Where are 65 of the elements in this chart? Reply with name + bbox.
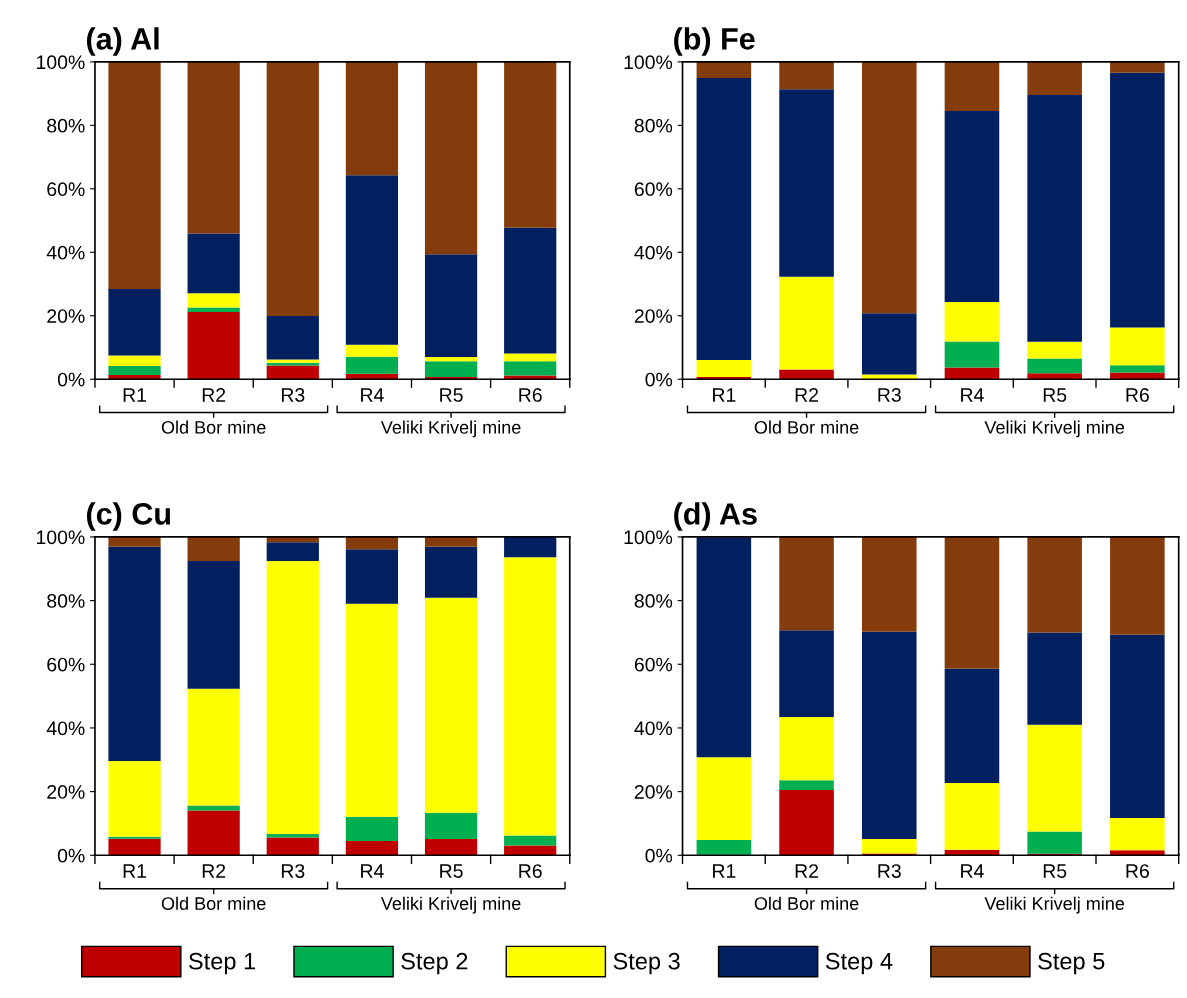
y-tick-label: 100%	[624, 530, 673, 545]
x-tick-label: R3	[878, 864, 901, 878]
legend-label: Step 4	[825, 952, 893, 975]
y-tick-label: 100%	[36, 55, 85, 70]
text: Veliki Krivelj mine	[984, 420, 1125, 438]
x-tick-label: R2	[202, 864, 226, 878]
y-tick-label: 100%	[36, 530, 85, 545]
x-tick-label: R3	[878, 388, 901, 402]
x-tick-label: R5	[440, 388, 463, 402]
y-tick-label: 40%	[46, 721, 85, 736]
x-tick-label: R1	[713, 388, 736, 402]
chart-title: (c) Cu	[86, 502, 171, 531]
legend-label: Step 1	[189, 952, 256, 975]
y-tick-label: 80%	[634, 594, 673, 608]
x-tick-label: R2	[795, 388, 819, 402]
x-tick-label: R3	[281, 388, 305, 402]
chart-title: (d) As	[674, 502, 757, 531]
y-tick-label: 60%	[634, 182, 673, 197]
y-tick-label: 100%	[624, 55, 673, 70]
y-tick-label: 0%	[645, 848, 673, 863]
x-tick-label: R4	[361, 864, 384, 878]
x-tick-label: R4	[361, 388, 384, 402]
x-tick-label: R5	[1043, 388, 1067, 402]
y-tick-label: 20%	[47, 309, 85, 323]
legend-label: Step 5	[1038, 952, 1105, 975]
y-tick-label: 20%	[634, 785, 673, 799]
y-tick-label: 20%	[47, 785, 85, 799]
text: Veliki Krivelj mine	[380, 420, 521, 438]
x-tick-label: R6	[519, 388, 542, 402]
text: Veliki Krivelj mine	[380, 896, 521, 914]
text: Veliki Krivelj mine	[984, 896, 1125, 914]
y-tick-label: 80%	[47, 118, 85, 133]
x-tick-label: R4	[961, 388, 984, 402]
x-tick-label: R4	[961, 864, 984, 878]
text: Old Bor mine	[754, 420, 859, 434]
x-tick-label: R1	[713, 864, 736, 878]
x-tick-label: R6	[1126, 864, 1149, 878]
chart-title: (a) Al	[86, 27, 159, 56]
y-tick-label: 0%	[57, 848, 85, 863]
text: Old Bor mine	[161, 420, 266, 434]
x-tick-label: R1	[123, 864, 147, 878]
text: Old Bor mine	[161, 896, 266, 910]
legend-label: Step 3	[613, 952, 680, 975]
x-tick-label: R2	[795, 864, 819, 878]
y-tick-label: 60%	[47, 657, 85, 672]
legend-label: Step 2	[401, 952, 468, 975]
y-tick-label: 40%	[634, 721, 673, 736]
y-tick-label: 20%	[634, 309, 673, 323]
x-tick-label: R1	[123, 388, 147, 402]
x-tick-label: R3	[281, 864, 305, 878]
x-tick-label: R5	[440, 864, 463, 878]
x-tick-label: R2	[202, 388, 226, 402]
y-tick-label: 60%	[47, 182, 85, 197]
y-tick-label: 80%	[47, 594, 85, 608]
x-tick-label: R6	[1126, 388, 1149, 402]
y-tick-label: 0%	[645, 372, 673, 387]
y-tick-label: 40%	[46, 245, 85, 260]
y-tick-label: 60%	[634, 657, 673, 672]
chart-title: (b) Fe	[674, 27, 755, 56]
x-tick-label: R5	[1043, 864, 1067, 878]
x-tick-label: R6	[519, 864, 542, 878]
y-tick-label: 80%	[634, 118, 673, 133]
y-tick-label: 0%	[57, 372, 85, 387]
text: Old Bor mine	[754, 896, 859, 910]
y-tick-label: 40%	[634, 245, 673, 260]
